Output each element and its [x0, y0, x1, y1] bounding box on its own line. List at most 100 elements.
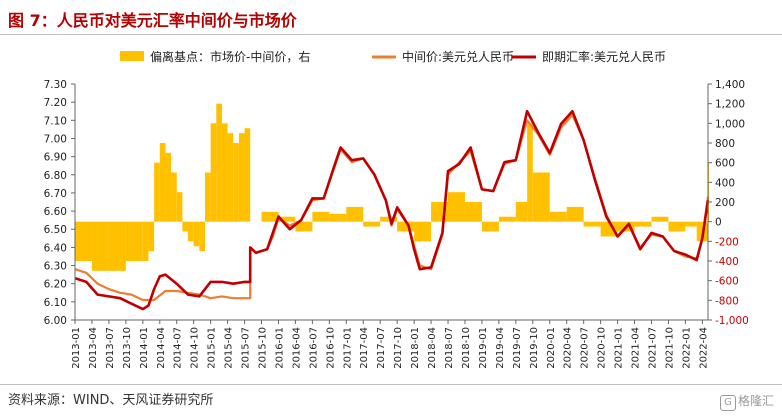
deviation-bar [159, 143, 166, 222]
x-tick-label: 2022-04 [698, 327, 709, 369]
deviation-bars [75, 103, 709, 271]
x-tick-label: 2013-01 [71, 327, 82, 369]
x-tick-label: 2018-04 [427, 327, 438, 369]
x-tick-label: 2022-01 [681, 327, 692, 369]
deviation-bar [204, 172, 211, 222]
x-tick-label: 2019-10 [529, 327, 540, 369]
left-tick-label: 7.20 [44, 97, 67, 109]
left-tick-label: 7.00 [44, 133, 67, 145]
x-tick-label: 2017-04 [359, 327, 370, 369]
deviation-bar [233, 143, 239, 222]
x-tick-label: 2019-04 [495, 327, 506, 369]
deviation-bar [182, 221, 189, 232]
deviation-bar [193, 221, 200, 247]
deviation-bar [583, 221, 601, 227]
left-tick-label: 6.70 [44, 188, 67, 200]
legend-swatch [120, 51, 144, 61]
deviation-bar [380, 216, 398, 222]
x-tick-label: 2015-10 [258, 327, 269, 369]
left-tick-label: 6.50 [44, 224, 67, 236]
deviation-bar [171, 172, 177, 222]
deviation-bar [188, 221, 194, 242]
deviation-bar [148, 221, 155, 252]
watermark: G 格隆汇 [719, 392, 774, 411]
deviation-bar [346, 206, 364, 222]
x-tick-label: 2015-01 [207, 327, 218, 369]
source-note: 资料来源：WIND、天风证券研究所 [8, 393, 214, 408]
x-tick-label: 2021-04 [631, 327, 642, 369]
x-tick-label: 2020-07 [580, 327, 591, 369]
right-tick-label: -600 [715, 276, 739, 288]
deviation-bar [165, 152, 172, 222]
deviation-bar [448, 192, 465, 222]
deviation-bar [515, 202, 528, 222]
footer-divider [0, 384, 782, 385]
right-tick-label: 600 [715, 158, 735, 170]
x-tick-label: 2014-07 [173, 327, 184, 369]
x-tick-label: 2020-10 [597, 327, 608, 369]
page-title: 图 7：人民币对美元汇率中间价与市场价 [8, 11, 297, 30]
deviation-bar [238, 133, 245, 222]
deviation-bar [216, 103, 222, 222]
x-tick-label: 2014-01 [139, 327, 150, 369]
deviation-bar [221, 123, 228, 222]
deviation-bar [566, 206, 584, 222]
left-tick-label: 6.90 [44, 152, 67, 164]
right-tick-label: 1,200 [715, 99, 745, 111]
right-tick-label: 400 [715, 177, 735, 189]
chart: 偏离基点：市场价-中间价，右 中间价:美元兑人民币 即期汇率:美元兑人民币 6.00… [44, 49, 749, 369]
x-tick-label: 2019-07 [512, 327, 523, 369]
deviation-bar [91, 221, 109, 271]
deviation-bar [414, 221, 432, 242]
x-tick-label: 2021-07 [647, 327, 658, 369]
x-tick-label: 2014-04 [156, 327, 167, 369]
x-tick-label: 2019-01 [478, 327, 489, 369]
x-tick-label: 2015-07 [241, 327, 252, 369]
deviation-bar [210, 123, 217, 222]
right-tick-label: -200 [715, 236, 739, 248]
deviation-bar [634, 221, 652, 227]
x-tick-label: 2013-07 [105, 327, 116, 369]
x-tick-label: 2016-01 [274, 327, 285, 369]
x-tick-label: 2013-04 [88, 327, 99, 369]
deviation-bar [397, 221, 415, 232]
right-tick-label: 1,000 [715, 118, 745, 130]
x-tick-label: 2017-01 [342, 327, 353, 369]
x-tick-label: 2020-04 [563, 327, 574, 369]
x-tick-label: 2020-01 [546, 327, 557, 369]
x-tick-label: 2021-01 [614, 327, 625, 369]
deviation-bar [329, 213, 347, 222]
x-tick-label: 2017-07 [376, 327, 387, 369]
x-tick-label: 2018-01 [410, 327, 421, 369]
deviation-bar [75, 221, 92, 261]
deviation-bar [668, 221, 686, 232]
left-tick-label: 6.20 [44, 279, 67, 291]
x-tick-label: 2017-10 [393, 327, 404, 369]
left-tick-label: 6.60 [44, 206, 67, 218]
right-tick-label: -1,000 [715, 315, 749, 327]
deviation-bar [600, 221, 618, 237]
deviation-bar [261, 211, 279, 222]
legend-label: 中间价:美元兑人民币 [402, 49, 514, 64]
deviation-bar [651, 216, 669, 222]
spot-rate-line [74, 109, 710, 311]
x-tick-label: 2014-10 [190, 327, 201, 369]
x-tick-label: 2021-10 [664, 327, 675, 369]
deviation-bar [227, 133, 234, 222]
watermark-logo-icon: G [719, 395, 736, 411]
left-tick-label: 6.40 [44, 242, 67, 254]
deviation-bar [363, 221, 381, 227]
chart-legend: 偏离基点：市场价-中间价，右 中间价:美元兑人民币 即期汇率:美元兑人民币 [120, 49, 666, 64]
deviation-bar [498, 216, 516, 222]
x-tick-label: 2016-07 [308, 327, 319, 369]
deviation-bar [142, 221, 149, 261]
left-tick-label: 6.10 [44, 297, 67, 309]
left-tick-label: 7.30 [44, 79, 67, 91]
left-tick-label: 6.30 [44, 261, 67, 273]
x-tick-label: 2018-07 [444, 327, 455, 369]
deviation-bar [295, 221, 313, 232]
deviation-bar [108, 221, 126, 271]
deviation-bar [199, 221, 205, 252]
x-tick-label: 2013-10 [122, 327, 133, 369]
right-tick-label: 0 [715, 217, 722, 229]
